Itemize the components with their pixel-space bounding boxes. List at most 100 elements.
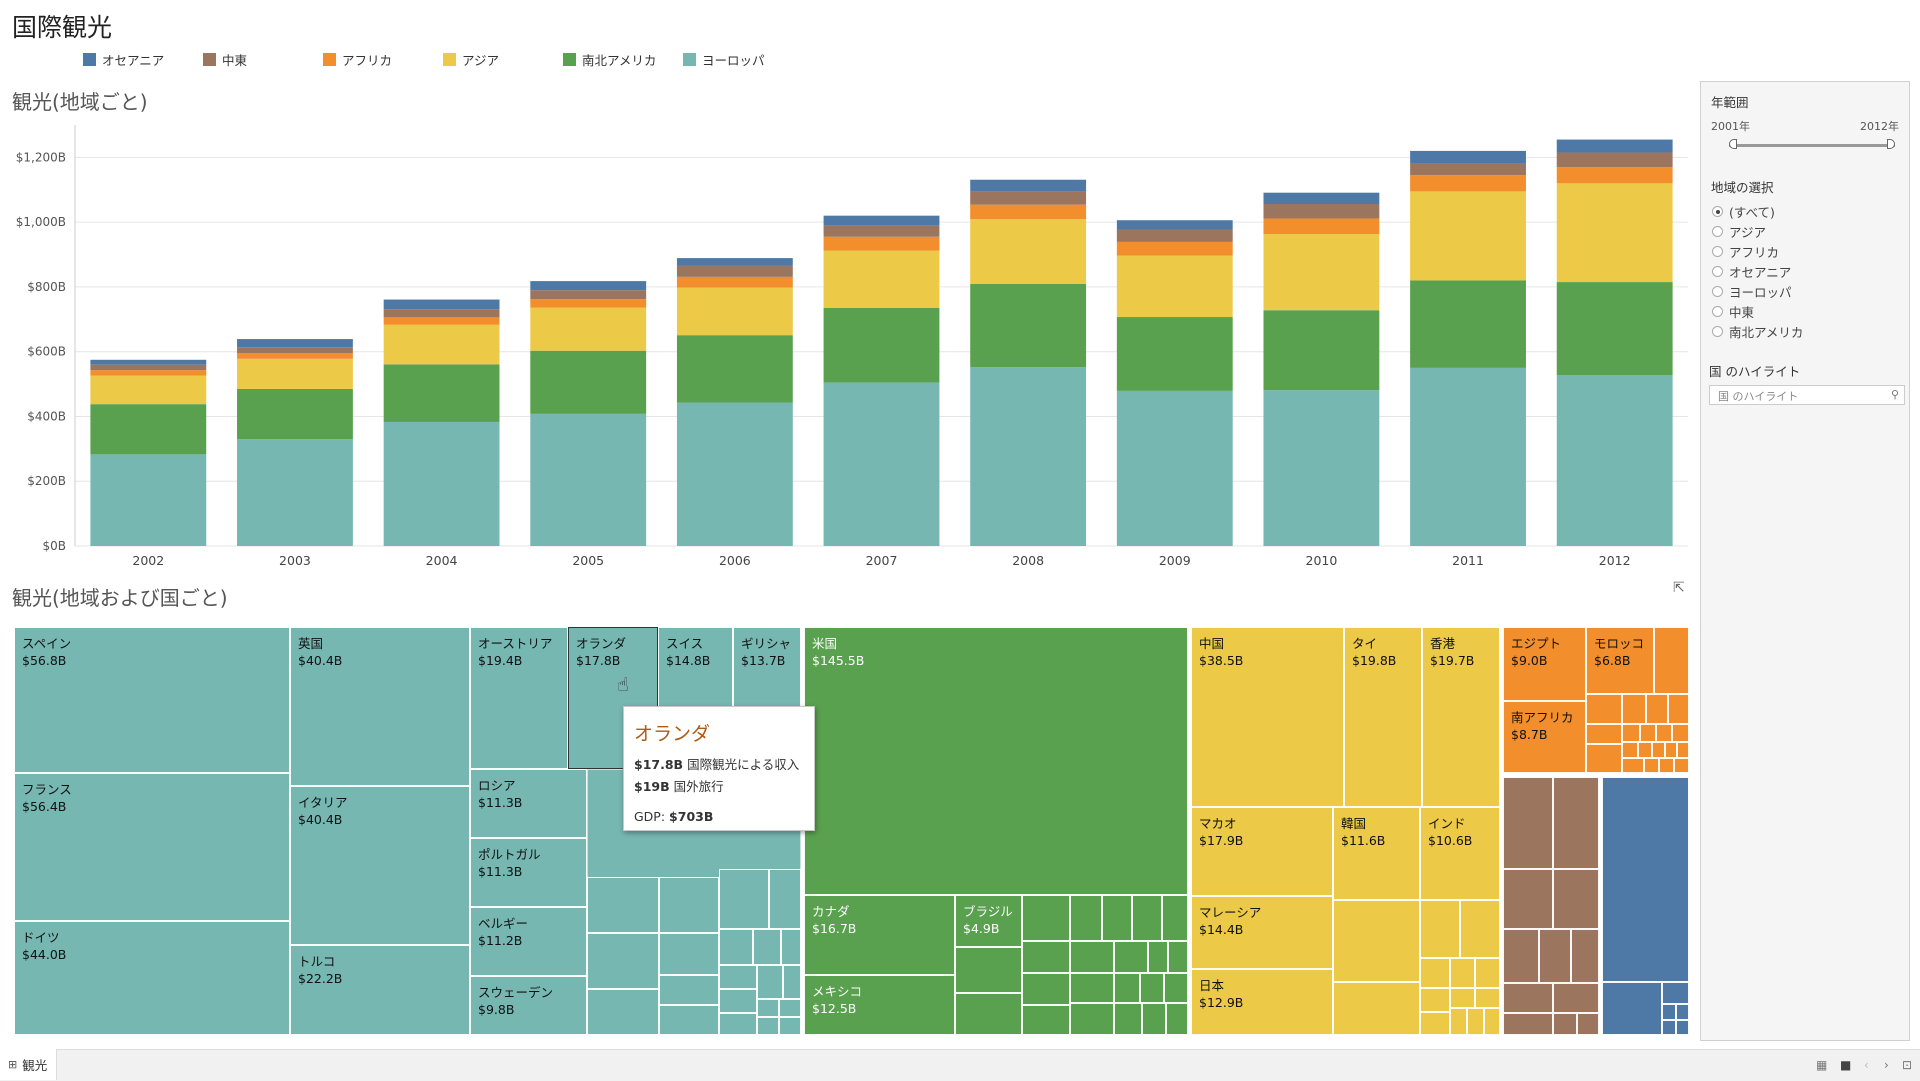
bar-segment[interactable] — [237, 439, 353, 546]
treemap-tile-asia-small[interactable] — [1420, 900, 1460, 958]
bar-segment[interactable] — [970, 284, 1087, 368]
treemap-tile-africa-small[interactable] — [1674, 758, 1689, 773]
bar-segment[interactable] — [1556, 282, 1673, 376]
bar-segment[interactable] — [823, 307, 940, 383]
treemap-tile-asia-small[interactable] — [1333, 900, 1420, 982]
bar-segment[interactable] — [676, 402, 793, 546]
treemap-tile-japan[interactable]: 日本 $12.9B — [1191, 969, 1333, 1035]
treemap-tile-europe-small[interactable] — [769, 869, 801, 929]
region-option-americas[interactable]: 南北アメリカ — [1712, 322, 1803, 341]
presentation-icon[interactable]: ⊡ — [1902, 1058, 1913, 1072]
bar-segment[interactable] — [1556, 152, 1673, 168]
legend-item-americas[interactable]: 南北アメリカ — [563, 50, 656, 69]
treemap-tile-oceania-small[interactable] — [1676, 1020, 1689, 1035]
bar-segment[interactable] — [530, 350, 647, 414]
grid-view-icon[interactable]: ▦ — [1816, 1058, 1828, 1072]
treemap-tile-oceania-small[interactable] — [1662, 1004, 1676, 1020]
treemap-tile-middleeast-small[interactable] — [1553, 869, 1599, 929]
treemap-tile-americas-small[interactable] — [1162, 895, 1188, 941]
treemap-tile-europe-small[interactable] — [779, 1017, 801, 1035]
bar-segment[interactable] — [1263, 192, 1380, 205]
bar-segment[interactable] — [383, 299, 500, 310]
treemap-tile-europe-small[interactable] — [753, 929, 781, 965]
bar-segment[interactable] — [1263, 204, 1380, 219]
treemap-tile-africa-small[interactable] — [1622, 742, 1638, 758]
bar-segment[interactable] — [237, 339, 353, 348]
treemap-tile-europe-small[interactable] — [659, 933, 719, 975]
treemap-tile-americas-small[interactable] — [1022, 941, 1070, 973]
bar-segment[interactable] — [1410, 280, 1526, 368]
treemap-tile-europe-small[interactable] — [781, 929, 801, 965]
region-option-all[interactable]: (すべて) — [1712, 202, 1775, 221]
treemap-tile-africa-small[interactable] — [1586, 744, 1622, 773]
treemap-tile-middleeast-small[interactable] — [1553, 983, 1599, 1013]
treemap-tile-africa-small[interactable] — [1659, 758, 1674, 773]
treemap-tile-greece[interactable]: ギリシャ $13.7B — [733, 627, 801, 711]
treemap-tile-middleeast-small[interactable] — [1503, 983, 1553, 1013]
treemap-tile-morocco[interactable]: モロッコ $6.8B — [1586, 627, 1654, 694]
bar-segment[interactable] — [823, 382, 940, 546]
treemap-tile-oceania-small[interactable] — [1662, 982, 1689, 1004]
treemap-tile-china[interactable]: 中国 $38.5B — [1191, 627, 1344, 807]
treemap-tile-africa-small[interactable] — [1656, 724, 1672, 742]
legend-item-oceania[interactable]: オセアニア — [83, 50, 164, 69]
next-icon[interactable]: › — [1884, 1058, 1889, 1072]
treemap-tile-africa-small[interactable] — [1677, 742, 1689, 758]
bar-segment[interactable] — [237, 352, 353, 359]
treemap-tile-middleeast-small[interactable] — [1553, 1013, 1577, 1035]
treemap-tile-turkey[interactable]: トルコ $22.2B — [290, 945, 470, 1035]
prev-icon[interactable]: ‹ — [1864, 1058, 1869, 1072]
treemap-tile-americas-small[interactable] — [955, 993, 1022, 1035]
bar-segment[interactable] — [970, 191, 1087, 205]
bar-segment[interactable] — [530, 307, 647, 351]
bar-segment[interactable] — [90, 359, 207, 365]
treemap-tile-belgium[interactable]: ベルギー $11.2B — [470, 907, 587, 976]
treemap-tile-africa-small[interactable] — [1638, 742, 1652, 758]
treemap-tile-southafrica[interactable]: 南アフリカ $8.7B — [1503, 701, 1586, 773]
treemap-tile-europe-small[interactable] — [757, 1017, 779, 1035]
bar-segment[interactable] — [530, 290, 647, 300]
treemap-tile-asia-small[interactable] — [1333, 982, 1420, 1035]
treemap-tile-europe-small[interactable] — [779, 999, 801, 1017]
bar-segment[interactable] — [676, 265, 793, 277]
treemap-tile-mexico[interactable]: メキシコ $12.5B — [804, 975, 955, 1035]
treemap-tile-sweden[interactable]: スウェーデン $9.8B — [470, 976, 587, 1035]
bar-segment[interactable] — [1116, 241, 1233, 256]
bar-segment[interactable] — [1410, 191, 1526, 281]
region-option-asia[interactable]: アジア — [1712, 222, 1766, 241]
treemap-tile-americas-small[interactable] — [1022, 1005, 1070, 1035]
bar-segment[interactable] — [1116, 220, 1233, 230]
treemap-tile-asia-small[interactable] — [1450, 1008, 1467, 1035]
treemap-tile-americas-small[interactable] — [1140, 973, 1164, 1003]
treemap-tile-asia-small[interactable] — [1420, 1012, 1450, 1035]
treemap-tile-egypt[interactable]: エジプト $9.0B — [1503, 627, 1586, 701]
bar-segment[interactable] — [1410, 163, 1526, 176]
treemap-tile-italy[interactable]: イタリア $40.4B — [290, 786, 470, 945]
bar-segment[interactable] — [1263, 390, 1380, 546]
treemap-tile-americas-small[interactable] — [1132, 895, 1162, 941]
treemap-tile-africa-small[interactable] — [1586, 724, 1622, 744]
year-range-track[interactable] — [1729, 144, 1895, 147]
treemap-tile-macau[interactable]: マカオ $17.9B — [1191, 807, 1333, 896]
bar-segment[interactable] — [676, 258, 793, 266]
treemap-tile-asia-small[interactable] — [1450, 958, 1475, 988]
treemap-tile-europe-small[interactable] — [719, 965, 757, 989]
bar-segment[interactable] — [1556, 375, 1673, 546]
treemap-tile-europe-small[interactable] — [719, 1013, 757, 1035]
bar-segment[interactable] — [1263, 234, 1380, 311]
treemap-tile-africa-small[interactable] — [1622, 758, 1644, 773]
treemap-tile-france[interactable]: フランス $56.4B — [14, 773, 290, 921]
treemap-tile-africa-small[interactable] — [1586, 694, 1622, 724]
legend-item-asia[interactable]: アジア — [443, 50, 499, 69]
bar-segment[interactable] — [970, 204, 1087, 220]
bar-segment[interactable] — [1410, 150, 1526, 164]
bar-segment[interactable] — [383, 364, 500, 422]
bar-segment[interactable] — [970, 367, 1087, 546]
bar-segment[interactable] — [823, 250, 940, 308]
treemap-tile-asia-small[interactable] — [1475, 958, 1500, 988]
treemap-tile-hongkong[interactable]: 香港 $19.7B — [1422, 627, 1500, 807]
treemap-tile-americas-small[interactable] — [1070, 895, 1102, 941]
treemap-tile-asia-small[interactable] — [1420, 988, 1450, 1012]
treemap-tile-portugal[interactable]: ポルトガル $11.3B — [470, 838, 587, 907]
treemap-tile-europe-small[interactable] — [719, 989, 757, 1013]
